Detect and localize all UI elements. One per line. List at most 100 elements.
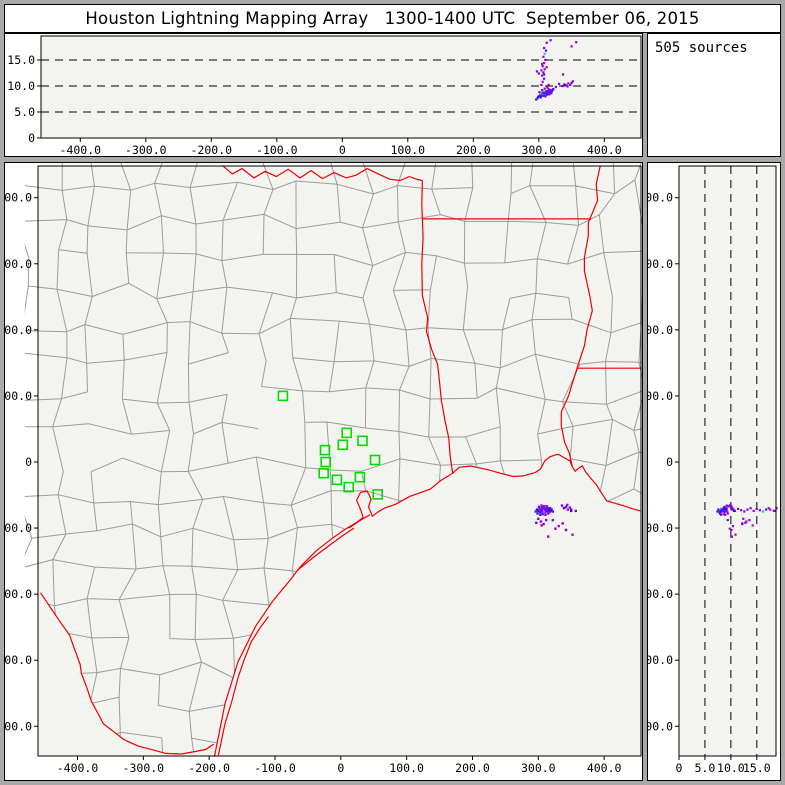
tick-label: 0 (337, 761, 344, 775)
lightning-point (547, 535, 550, 538)
lightning-point (570, 81, 573, 84)
ok-ar-border (421, 180, 424, 296)
lightning-point (730, 508, 733, 511)
lightning-point (542, 507, 545, 510)
lightning-point (539, 513, 542, 516)
tick-label: -300.0 (123, 761, 165, 775)
lightning-point (551, 510, 554, 513)
station-marker (318, 467, 330, 479)
lightning-point (537, 505, 541, 509)
lightning-point (773, 509, 776, 512)
lightning-point (724, 509, 727, 512)
sources-panel: 505 sources (647, 33, 781, 157)
tick-label: -400.0 (5, 719, 32, 733)
lightning-point (570, 509, 573, 513)
tick-label: -400.0 (57, 761, 99, 775)
tick-label: 200.0 (455, 761, 490, 775)
lightning-point (749, 507, 752, 510)
lightning-point (758, 509, 761, 512)
lightning-point (742, 517, 745, 520)
lightning-point (542, 55, 545, 58)
y-axis-ticks: 400.0 300.0 200.0 100.0 0 -100.0 -200.0 -300.0 -… (5, 191, 38, 733)
tick-label: -400.0 (648, 719, 673, 733)
plot-background (679, 166, 776, 756)
lightning-point (755, 507, 758, 510)
lightning-point (540, 509, 543, 512)
plot-border (37, 165, 642, 757)
lightning-point (540, 83, 543, 86)
plot-border (40, 35, 642, 139)
lightning-point (537, 517, 540, 520)
station-marker (354, 471, 366, 483)
lightning-point (545, 41, 548, 44)
lightning-point (544, 95, 547, 98)
state-borders (40, 164, 642, 757)
lightning-point (570, 508, 573, 511)
red-river (221, 164, 423, 182)
lightning-point (741, 522, 744, 525)
lightning-point (552, 88, 555, 91)
tick-label: -300.0 (648, 653, 673, 667)
lightning-point (564, 528, 568, 532)
lightning-point (545, 66, 548, 69)
tick-label: -200.0 (648, 587, 673, 601)
lightning-point (541, 63, 544, 66)
lma-stations (277, 390, 384, 500)
lightning-point (536, 97, 539, 100)
station-marker (277, 390, 289, 402)
tick-label: 5.0 (14, 105, 35, 119)
altitude-ns-panel: 0 5.010.015.0 400.0 300.0 200.0 100.0 0 -100.0 -… (647, 162, 781, 781)
station-marker (369, 454, 381, 466)
lightning-point (567, 82, 570, 85)
tick-label: 0 (339, 143, 346, 156)
lightning-point (541, 74, 544, 77)
lightning-point (767, 507, 770, 510)
lightning-point (548, 91, 552, 94)
plot-border (678, 165, 777, 757)
lightning-point (543, 77, 546, 80)
lightning-point (537, 509, 540, 513)
tick-label: 10.0 (7, 79, 35, 93)
lightning-point (723, 511, 726, 514)
lightning-point (544, 49, 548, 52)
lightning-point (541, 509, 545, 512)
lightning-point (535, 521, 538, 524)
lightning-point (539, 520, 543, 523)
plot-background (38, 166, 641, 756)
lightning-point (544, 508, 547, 511)
tick-label: -300.0 (5, 653, 32, 667)
lightning-point (549, 509, 552, 513)
barrier-island (217, 616, 269, 756)
lightning-point (726, 512, 729, 515)
lightning-point (549, 89, 552, 92)
lightning-point (566, 503, 569, 507)
tick-label: 300.0 (648, 257, 673, 271)
lightning-points (534, 503, 577, 538)
y-axis-ticks: 400.0 300.0 200.0 100.0 0 -100.0 -200.0 -300.0 -… (648, 191, 679, 733)
lightning-point (541, 89, 544, 92)
lightning-point (724, 513, 727, 516)
lightning-point (545, 507, 548, 510)
tick-label: -400.0 (60, 143, 102, 156)
lightning-point (765, 508, 768, 511)
lightning-point (547, 89, 550, 92)
tick-label: -100.0 (254, 761, 296, 775)
lightning-point (574, 509, 577, 513)
lightning-point (568, 506, 572, 509)
lightning-point (562, 73, 565, 76)
station-marker (372, 489, 384, 500)
station-marker (331, 474, 343, 486)
lightning-point (544, 513, 547, 516)
lightning-points (716, 503, 778, 538)
tick-label: 400.0 (5, 191, 32, 205)
lightning-point (538, 507, 541, 511)
tick-label: 300.0 (522, 143, 557, 156)
lightning-point (548, 511, 551, 514)
altitude-ns-plot: 0 5.010.015.0 400.0 300.0 200.0 100.0 0 -100.0 -… (648, 165, 778, 775)
tick-label: 100.0 (648, 389, 673, 403)
y-axis-ticks: 0 5.0 10.0 15.0 (7, 53, 41, 145)
lightning-point (722, 509, 725, 512)
lightning-point (545, 509, 548, 513)
rio-grande (40, 592, 215, 755)
